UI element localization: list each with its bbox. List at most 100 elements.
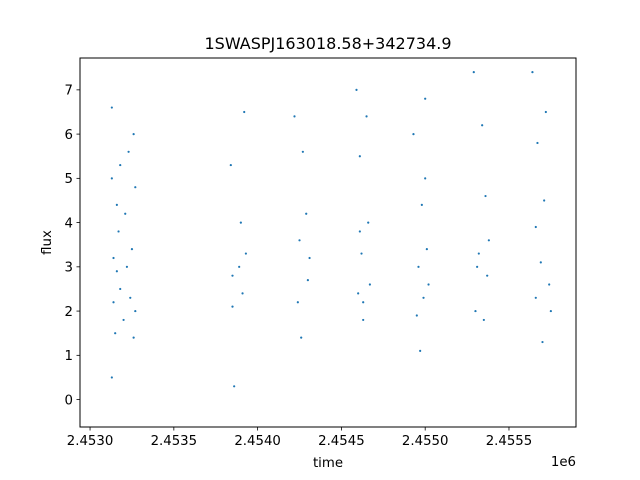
data-point <box>367 221 370 224</box>
y-tick-label: 7 <box>65 84 73 99</box>
data-point <box>355 88 358 91</box>
data-point <box>238 265 241 268</box>
data-point <box>362 301 365 304</box>
data-point <box>358 230 361 233</box>
x-tick-label: 2.4550 <box>402 434 449 449</box>
data-point <box>114 332 117 335</box>
x-axis-offset-label: 1e6 <box>551 455 576 470</box>
data-point <box>117 230 120 233</box>
data-point <box>300 336 303 339</box>
data-point <box>119 163 122 167</box>
data-point <box>427 283 430 286</box>
x-tick-label: 2.4540 <box>234 434 281 449</box>
data-point <box>484 194 487 198</box>
x-axis-ticks: 2.4530 2.4535 2.4540 2.4545 2.4550 2.4555 <box>67 427 532 449</box>
y-tick-label: 0 <box>65 393 73 408</box>
data-point <box>472 71 475 74</box>
data-point <box>419 349 422 352</box>
data-point <box>412 133 415 136</box>
data-point <box>127 150 130 153</box>
data-point <box>231 305 234 308</box>
y-tick-label: 2 <box>65 305 73 320</box>
data-point <box>293 115 296 118</box>
x-tick-label: 2.4535 <box>151 434 198 449</box>
data-point <box>360 252 363 255</box>
data-point <box>365 115 368 118</box>
data-point <box>301 150 304 153</box>
data-point <box>132 133 135 136</box>
data-point <box>534 296 537 299</box>
y-tick-label: 1 <box>65 349 73 364</box>
data-point <box>130 248 134 251</box>
y-tick-label: 4 <box>65 216 73 231</box>
y-tick-label: 3 <box>65 261 73 276</box>
plot-frame <box>79 57 577 428</box>
data-point <box>534 225 537 229</box>
data-point <box>544 110 547 114</box>
data-point <box>536 141 539 145</box>
data-point <box>415 314 418 317</box>
data-point <box>115 203 118 206</box>
data-point <box>422 296 425 299</box>
data-point <box>243 110 246 114</box>
data-point <box>424 97 427 100</box>
x-tick-label: 2.4555 <box>486 434 533 449</box>
data-point <box>539 261 542 264</box>
data-point <box>110 177 113 180</box>
data-point <box>115 270 118 273</box>
data-point <box>474 309 477 313</box>
y-axis-ticks: 0 1 2 3 4 5 6 7 <box>65 84 80 408</box>
x-axis-label: time <box>313 456 343 471</box>
data-point <box>119 287 122 291</box>
x-tick-label: 2.4545 <box>318 434 365 449</box>
data-point <box>298 239 301 242</box>
scatter-points <box>110 71 552 388</box>
data-point <box>543 199 546 202</box>
data-point <box>129 296 132 299</box>
data-point <box>244 252 247 255</box>
data-point <box>306 279 309 282</box>
data-point <box>110 106 113 109</box>
data-point <box>134 309 137 313</box>
data-point <box>357 292 360 295</box>
data-point <box>548 283 551 286</box>
data-point <box>134 186 137 189</box>
data-point <box>487 239 490 242</box>
data-point <box>424 177 427 180</box>
x-tick-label: 2.4530 <box>67 434 114 449</box>
data-point <box>476 265 479 268</box>
data-point <box>112 256 115 260</box>
data-point <box>541 340 544 344</box>
data-point <box>308 256 311 260</box>
data-point <box>482 318 485 322</box>
data-point <box>229 163 232 167</box>
data-point <box>122 318 125 322</box>
y-axis-label: flux <box>40 230 55 255</box>
data-point <box>305 212 308 215</box>
data-point <box>477 252 480 255</box>
chart-title: 1SWASPJ163018.58+342734.9 <box>204 34 451 53</box>
data-point <box>362 318 365 322</box>
data-point <box>125 265 129 268</box>
data-point <box>241 292 244 295</box>
data-point <box>231 274 234 277</box>
data-point <box>486 274 489 277</box>
data-point <box>124 212 127 215</box>
data-point <box>239 221 242 224</box>
data-point <box>296 301 299 304</box>
data-point <box>531 71 534 74</box>
data-point <box>549 309 552 313</box>
data-point <box>112 301 115 304</box>
y-tick-label: 5 <box>65 172 73 187</box>
data-point <box>132 336 135 339</box>
data-point <box>425 248 428 251</box>
data-point <box>110 376 113 379</box>
data-point <box>420 203 423 206</box>
data-point <box>417 265 420 268</box>
data-point <box>481 124 484 127</box>
y-tick-label: 6 <box>65 128 73 143</box>
data-point <box>358 155 361 158</box>
data-point <box>368 283 371 286</box>
